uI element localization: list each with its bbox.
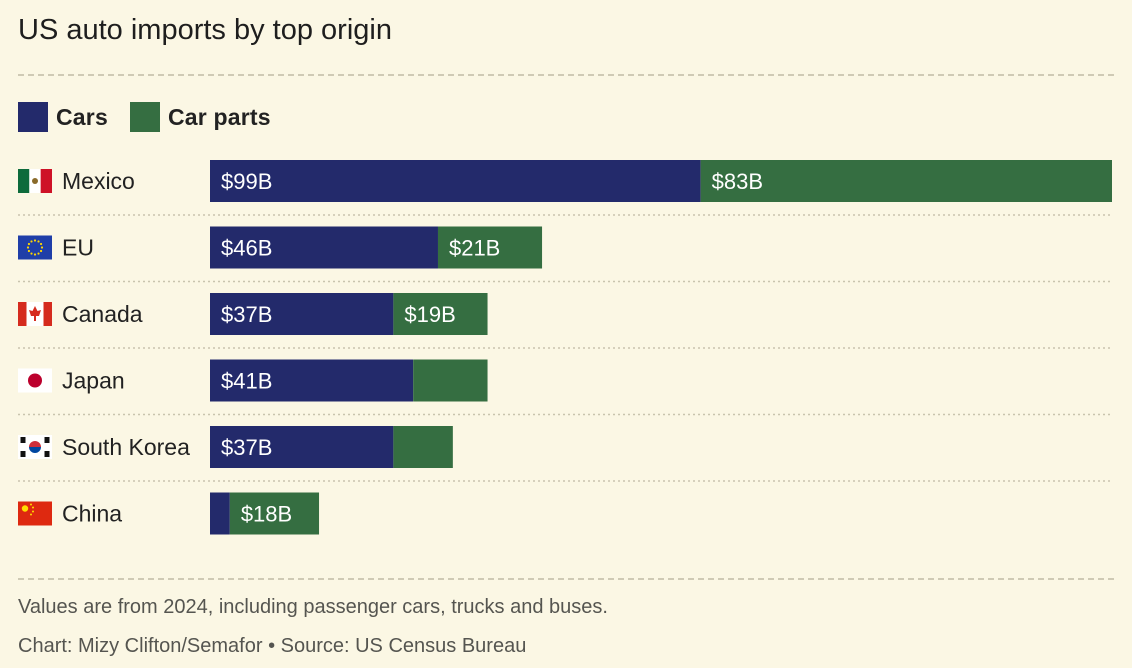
- bar-row-mexico: Mexico $99B $83B: [18, 160, 1112, 216]
- value-label-cars: $37B: [221, 302, 272, 327]
- credit-line: Chart: Mizy Clifton/Semafor • Source: US…: [18, 635, 527, 657]
- bar-cars: [210, 226, 438, 269]
- canada-flag-icon: [18, 302, 52, 326]
- bar-car-parts: [413, 359, 488, 402]
- category-label: Canada: [62, 301, 143, 327]
- bar-row-japan: Japan $41B: [18, 359, 1112, 416]
- bar-row-south-korea: South Korea $37B: [18, 426, 1112, 482]
- bar-car-parts: [393, 293, 488, 335]
- bar-row-canada: Canada $37B $19B: [18, 293, 1112, 349]
- value-label-cars: $37B: [221, 435, 272, 460]
- legend-swatch-car-parts: [129, 102, 160, 132]
- category-label: Mexico: [62, 168, 135, 194]
- china-flag-icon: [18, 501, 52, 526]
- category-label: Japan: [62, 368, 125, 394]
- eu-flag-icon: [18, 235, 52, 260]
- category-label: EU: [62, 235, 94, 261]
- bar-car-parts: [229, 492, 320, 535]
- japan-flag-icon: [18, 368, 52, 393]
- chart-title: US auto imports by top origin: [18, 14, 392, 46]
- legend: Cars Car parts: [18, 100, 271, 134]
- value-label-cars: $99B: [221, 169, 272, 194]
- mexico-flag-icon: [18, 169, 52, 193]
- legend-item-car-parts: Car parts: [129, 102, 271, 132]
- bar-cars: [210, 359, 414, 402]
- category-label: China: [62, 501, 122, 527]
- value-label-cars: $41B: [221, 369, 272, 394]
- bar-cars: [210, 426, 394, 468]
- value-label-car-parts: $18B: [241, 502, 292, 527]
- bar-row-eu: EU $46B $21B: [18, 226, 1112, 283]
- top-divider: [18, 74, 1114, 76]
- legend-label-cars: Cars: [56, 103, 108, 130]
- bar-car-parts: [393, 426, 453, 468]
- value-label-car-parts: $83B: [712, 169, 763, 194]
- bar-car-parts: [700, 160, 1112, 202]
- bar-cars: [210, 492, 230, 535]
- south-korea-flag-icon: [18, 435, 52, 459]
- value-label-car-parts: $21B: [449, 236, 500, 261]
- bar-cars: [210, 160, 701, 202]
- bar-row-china: China $18B: [18, 492, 320, 535]
- legend-label-car-parts: Car parts: [167, 103, 271, 130]
- category-label: South Korea: [62, 434, 190, 460]
- bar-cars: [210, 293, 394, 335]
- value-label-cars: $46B: [221, 236, 272, 261]
- bottom-divider: [18, 578, 1114, 580]
- footnote: Values are from 2024, including passenge…: [18, 596, 608, 618]
- legend-swatch-cars: [18, 102, 48, 132]
- bar-car-parts: [437, 226, 543, 269]
- value-label-car-parts: $19B: [404, 302, 455, 327]
- bar-chart: Mexico $99B $83B EU $46B $21B Canada $37B $19B Ja…: [18, 160, 1112, 535]
- legend-item-cars: Cars: [18, 102, 108, 132]
